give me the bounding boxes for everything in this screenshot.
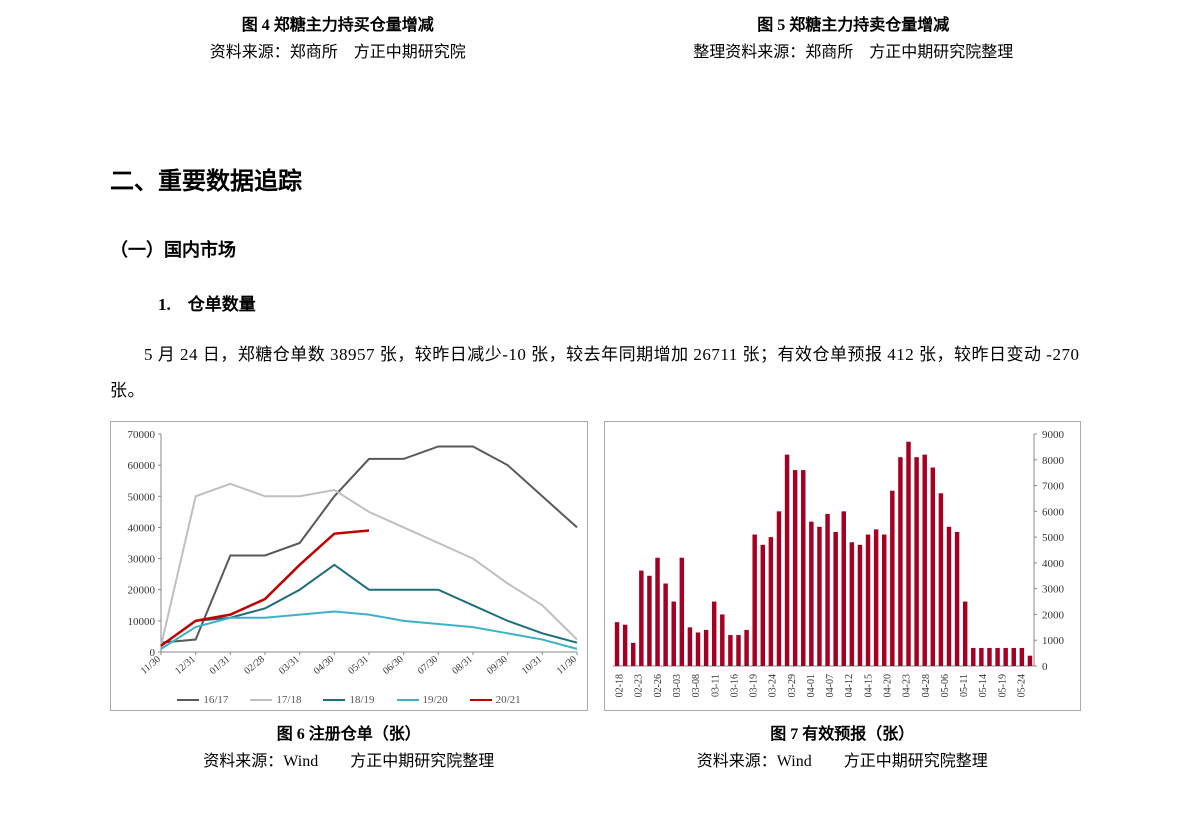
svg-text:7000: 7000 (1042, 480, 1065, 492)
svg-text:02-26: 02-26 (653, 674, 664, 697)
fig4-title: 图 4 郑糖主力持买仓量增减 (110, 12, 566, 39)
svg-text:05-24: 05-24 (1016, 674, 1027, 697)
svg-text:03-11: 03-11 (710, 674, 721, 697)
svg-text:20000: 20000 (128, 584, 156, 596)
legend-item: 17/18 (250, 694, 301, 706)
svg-text:4000: 4000 (1042, 558, 1065, 570)
fig6-legend: 16/17 17/18 18/19 19/20 20/21 (111, 694, 587, 706)
svg-text:8000: 8000 (1042, 455, 1065, 467)
svg-text:04-15: 04-15 (863, 674, 874, 697)
svg-text:02-18: 02-18 (615, 674, 626, 697)
svg-text:03-08: 03-08 (691, 674, 702, 697)
fig7-caption: 图 7 有效预报（张） 资料来源：Wind 方正中期研究院整理 (604, 721, 1082, 775)
legend-swatch (397, 699, 419, 701)
fig7-source: 资料来源：Wind 方正中期研究院整理 (604, 748, 1082, 775)
legend-item: 20/21 (470, 694, 521, 706)
svg-text:03-19: 03-19 (749, 674, 760, 697)
top-figure-captions: 图 4 郑糖主力持买仓量增减 资料来源：郑商所 方正中期研究院 图 5 郑糖主力… (110, 12, 1081, 66)
svg-text:11/30: 11/30 (555, 654, 579, 677)
svg-text:30000: 30000 (128, 553, 156, 565)
svg-text:04-12: 04-12 (844, 674, 855, 697)
svg-text:40000: 40000 (128, 522, 156, 534)
svg-text:07/30: 07/30 (416, 654, 441, 677)
legend-item: 16/17 (177, 694, 228, 706)
legend-label: 20/21 (496, 694, 521, 706)
body-paragraph: 5 月 24 日，郑糖仓单数 38957 张，较昨日减少-10 张，较去年同期增… (110, 337, 1081, 408)
svg-text:06/30: 06/30 (381, 654, 406, 677)
svg-text:04-23: 04-23 (902, 674, 913, 697)
fig7-chart: 0 1000 2000 3000 4000 5000 6000 7000 8000 9000 02-… (604, 421, 1081, 711)
svg-text:2000: 2000 (1042, 609, 1065, 621)
svg-text:12/31: 12/31 (173, 654, 198, 677)
subsection-heading: （一）国内市场 (110, 236, 1081, 262)
svg-text:05-19: 05-19 (997, 674, 1008, 697)
svg-text:6000: 6000 (1042, 506, 1065, 518)
svg-text:04/30: 04/30 (312, 654, 337, 677)
svg-text:02/28: 02/28 (242, 654, 267, 677)
svg-text:03-16: 03-16 (729, 674, 740, 697)
fig6-title: 图 6 注册仓单（张） (110, 721, 588, 748)
svg-text:05-06: 05-06 (940, 674, 951, 697)
legend-item: 19/20 (397, 694, 448, 706)
fig5-caption: 图 5 郑糖主力持卖仓量增减 整理资料来源：郑商所 方正中期研究院整理 (626, 12, 1082, 66)
fig4-source: 资料来源：郑商所 方正中期研究院 (110, 39, 566, 66)
svg-text:70000: 70000 (128, 429, 156, 441)
svg-text:0: 0 (1042, 661, 1048, 673)
legend-swatch (470, 699, 492, 701)
fig6-caption: 图 6 注册仓单（张） 资料来源：Wind 方正中期研究院整理 (110, 721, 588, 775)
svg-text:04-28: 04-28 (921, 674, 932, 697)
charts-row: 0 10000 20000 30000 40000 50000 60000 70000 11/3… (110, 421, 1081, 711)
legend-swatch (323, 699, 345, 701)
legend-label: 16/17 (203, 694, 228, 706)
item-heading: 1. 仓单数量 (158, 290, 1081, 315)
section-heading: 二、重要数据追踪 (110, 161, 1081, 196)
svg-text:05-14: 05-14 (978, 674, 989, 697)
svg-text:05/31: 05/31 (346, 654, 371, 677)
legend-label: 19/20 (423, 694, 448, 706)
svg-text:50000: 50000 (128, 491, 156, 503)
svg-text:05-11: 05-11 (959, 674, 970, 697)
fig6-chart: 01000020000300004000050000600007000011/3… (110, 421, 588, 711)
svg-text:03/31: 03/31 (277, 654, 302, 677)
svg-text:11/30: 11/30 (139, 654, 163, 677)
bottom-figure-captions: 图 6 注册仓单（张） 资料来源：Wind 方正中期研究院整理 图 7 有效预报… (110, 721, 1081, 775)
svg-text:04-07: 04-07 (825, 674, 836, 697)
svg-text:9000: 9000 (1042, 429, 1065, 441)
legend-label: 18/19 (349, 694, 374, 706)
svg-text:03-29: 03-29 (787, 674, 798, 697)
svg-text:08/31: 08/31 (450, 654, 475, 677)
fig7-title: 图 7 有效预报（张） (604, 721, 1082, 748)
legend-item: 18/19 (323, 694, 374, 706)
svg-text:3000: 3000 (1042, 583, 1065, 595)
legend-swatch (177, 699, 199, 701)
svg-text:60000: 60000 (128, 460, 156, 472)
fig5-source: 整理资料来源：郑商所 方正中期研究院整理 (626, 39, 1082, 66)
fig5-title: 图 5 郑糖主力持卖仓量增减 (626, 12, 1082, 39)
legend-label: 17/18 (276, 694, 301, 706)
svg-text:09/30: 09/30 (485, 654, 510, 677)
svg-text:5000: 5000 (1042, 532, 1065, 544)
fig4-caption: 图 4 郑糖主力持买仓量增减 资料来源：郑商所 方正中期研究院 (110, 12, 566, 66)
svg-text:02-23: 02-23 (634, 674, 645, 697)
svg-text:10000: 10000 (128, 616, 156, 628)
svg-text:10/31: 10/31 (520, 654, 545, 677)
svg-text:03-24: 03-24 (768, 674, 779, 697)
svg-text:01/31: 01/31 (208, 654, 233, 677)
fig6-source: 资料来源：Wind 方正中期研究院整理 (110, 748, 588, 775)
svg-text:1000: 1000 (1042, 635, 1065, 647)
svg-text:03-03: 03-03 (672, 674, 683, 697)
svg-text:04-20: 04-20 (882, 674, 893, 697)
legend-swatch (250, 699, 272, 701)
svg-text:04-01: 04-01 (806, 674, 817, 697)
